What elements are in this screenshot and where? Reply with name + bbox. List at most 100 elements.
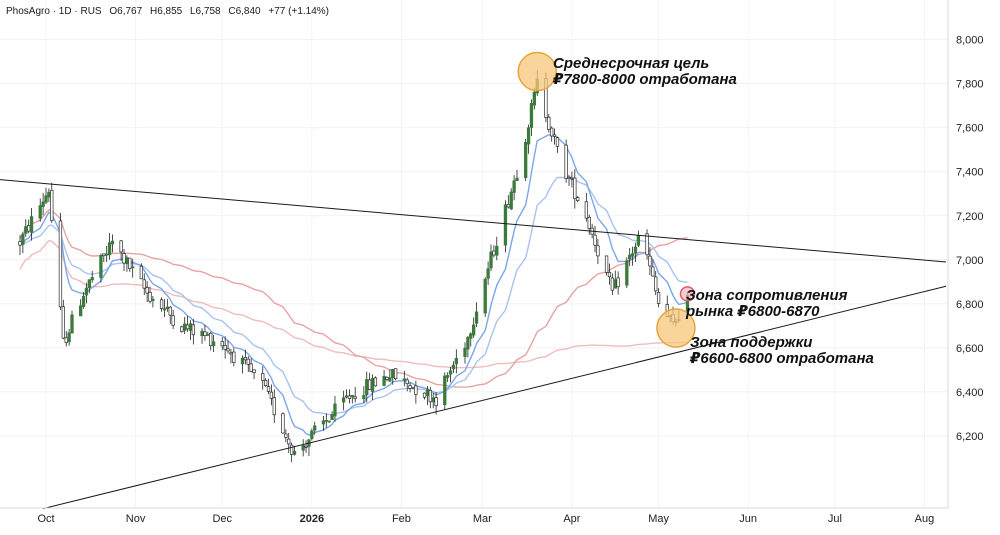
x-tick-label: Dec	[212, 513, 232, 525]
candle	[47, 188, 51, 203]
legend-open: O6,767	[109, 6, 143, 17]
support-annotation-line2: ₽6600-6800 отработана	[689, 350, 874, 367]
candle	[304, 440, 308, 453]
candle	[506, 195, 510, 209]
candle	[408, 382, 412, 393]
candle	[99, 253, 103, 283]
candle	[448, 366, 453, 383]
candle	[495, 236, 499, 261]
candle	[628, 248, 632, 267]
candle	[547, 114, 551, 133]
candle	[616, 271, 620, 295]
candle	[344, 389, 349, 399]
candle	[307, 439, 311, 457]
x-tick-label: Apr	[563, 513, 580, 525]
candle	[463, 342, 467, 364]
candle	[362, 386, 366, 404]
candle	[428, 386, 432, 409]
candle	[168, 305, 172, 324]
candle	[515, 169, 519, 181]
candle	[122, 249, 126, 271]
candle	[512, 175, 516, 201]
y-tick-label: 7,000	[956, 255, 984, 267]
candle	[183, 316, 187, 334]
descending-trendline[interactable]	[0, 176, 947, 263]
target-annotation-line1: Среднесрочная цель	[553, 55, 709, 72]
candle	[229, 348, 233, 364]
candle	[330, 411, 334, 421]
candle	[654, 270, 658, 296]
candle	[284, 429, 288, 443]
candle	[576, 196, 580, 203]
candle	[29, 207, 34, 241]
candle	[656, 288, 661, 308]
candle	[203, 324, 207, 341]
candle	[555, 136, 560, 153]
candle	[200, 328, 204, 344]
candle	[474, 302, 479, 328]
candle	[526, 124, 531, 154]
chart-annotation: Среднесрочная цель₽7800-8000 отработана	[552, 55, 737, 88]
candle	[287, 432, 291, 453]
candle	[119, 239, 123, 262]
candle	[180, 325, 184, 333]
candle	[151, 296, 155, 308]
candle	[610, 273, 615, 295]
candle	[252, 369, 256, 380]
candle	[422, 392, 427, 400]
candle	[61, 299, 65, 340]
candle	[431, 393, 435, 409]
candle	[292, 445, 297, 456]
candle	[226, 340, 230, 354]
candle	[382, 369, 386, 387]
candle	[367, 372, 372, 391]
candle	[341, 390, 346, 411]
candle	[405, 377, 409, 392]
candle	[67, 329, 71, 346]
support-annotation-line1: Зона поддержки	[690, 334, 812, 351]
candle	[443, 372, 447, 410]
candle	[373, 376, 378, 387]
candle	[472, 317, 476, 339]
candle	[261, 366, 265, 390]
candle	[567, 174, 571, 186]
candle	[353, 386, 357, 403]
x-tick-label: 2026	[300, 513, 324, 525]
candle	[532, 87, 536, 110]
candle	[102, 253, 106, 263]
candle	[503, 200, 508, 253]
candle	[27, 219, 31, 234]
candle	[393, 368, 398, 381]
candle	[370, 374, 375, 401]
candle	[269, 384, 274, 406]
candle	[509, 188, 513, 210]
candle	[402, 370, 406, 387]
candle	[434, 392, 438, 415]
candle	[50, 182, 54, 223]
candle	[324, 413, 328, 428]
candle	[469, 332, 473, 347]
candle	[310, 428, 314, 441]
candle	[313, 421, 317, 435]
candle	[573, 169, 577, 209]
candle	[347, 389, 352, 404]
candle	[385, 376, 389, 382]
candle	[90, 270, 94, 283]
ascending-trendline[interactable]	[42, 285, 947, 510]
candle	[266, 378, 271, 395]
x-tick-label: Jun	[739, 513, 757, 525]
candle	[84, 282, 89, 304]
candle	[220, 337, 224, 351]
candle	[636, 230, 641, 247]
legend-change: +77 (+1.14%)	[268, 6, 330, 17]
candle	[486, 261, 490, 285]
candle	[564, 139, 568, 183]
candle	[240, 355, 245, 374]
candle	[333, 396, 337, 422]
candle	[125, 255, 129, 272]
candle	[524, 138, 528, 182]
candle	[630, 246, 635, 266]
candle	[87, 279, 91, 294]
